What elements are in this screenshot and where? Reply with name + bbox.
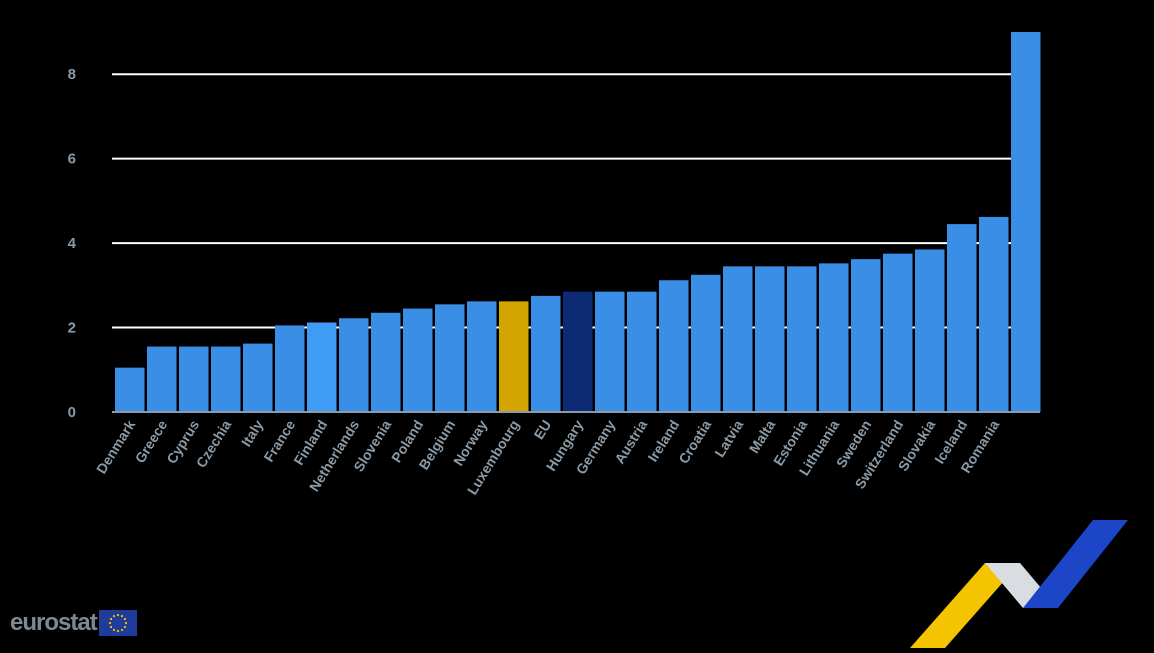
flag-star — [112, 614, 115, 618]
bar-germany — [595, 291, 625, 412]
bar-slovakia — [915, 249, 945, 412]
flag-star — [116, 629, 119, 633]
bar-switzerland — [883, 253, 913, 412]
x-tick-label: Austria — [611, 417, 650, 467]
flag-star — [123, 617, 126, 621]
x-tick-label: Latvia — [711, 417, 746, 460]
bar-finland — [307, 322, 337, 412]
bar-latvia — [723, 266, 753, 412]
bar-hungary — [563, 291, 593, 412]
flag-star — [112, 628, 115, 632]
swoosh-yellow — [910, 563, 1020, 648]
bar-france — [275, 325, 305, 412]
bar-poland — [403, 308, 433, 412]
x-tick-label: Denmark — [93, 417, 138, 476]
y-tick-label: 2 — [68, 320, 76, 337]
flag-star — [109, 625, 112, 629]
bar-luxembourg — [499, 301, 529, 412]
x-tick-label: Croatia — [675, 417, 714, 467]
bar-croatia — [691, 274, 721, 412]
bar-lithuania — [819, 263, 849, 412]
bar-ireland — [659, 280, 689, 412]
bar-extra-28 — [1011, 32, 1041, 412]
flag-star — [108, 621, 111, 625]
logo-text: eurostat — [10, 609, 98, 636]
bar-eu — [531, 295, 561, 412]
flag-star — [109, 617, 112, 621]
bar-italy — [243, 343, 273, 412]
bar-belgium — [435, 304, 465, 412]
bar-iceland — [947, 224, 977, 412]
y-tick-label: 6 — [68, 151, 76, 168]
bar-denmark — [115, 367, 145, 412]
eurostat-logo: eurostat — [10, 610, 137, 636]
bar-estonia — [787, 266, 817, 412]
bars — [115, 32, 1041, 412]
y-tick-label: 0 — [68, 404, 76, 421]
flag-star — [120, 614, 123, 618]
flag-star — [120, 628, 123, 632]
y-axis-ticks: 0 2 4 6 8 — [68, 66, 77, 421]
flag-star — [124, 621, 127, 625]
y-tick-label: 8 — [68, 66, 76, 83]
flag-star — [116, 613, 119, 617]
swoosh-blue — [1023, 520, 1128, 608]
x-tick-label: Italy — [238, 417, 267, 449]
swoosh-decoration-icon — [910, 520, 1128, 648]
x-tick-label: Malta — [746, 417, 779, 456]
flag-star — [123, 625, 126, 629]
x-tick-label: EU — [530, 417, 554, 442]
bar-czechia — [211, 346, 241, 412]
bar-sweden — [851, 259, 881, 412]
y-tick-label: 4 — [68, 235, 77, 252]
bar-slovenia — [371, 312, 401, 412]
bar-cyprus — [179, 346, 209, 412]
bar-norway — [467, 301, 497, 412]
bar-malta — [755, 266, 785, 412]
eu-flag-icon — [98, 610, 137, 636]
bar-netherlands — [339, 318, 369, 412]
bar-austria — [627, 291, 657, 412]
bar-greece — [147, 346, 177, 412]
bar-romania — [979, 216, 1009, 412]
